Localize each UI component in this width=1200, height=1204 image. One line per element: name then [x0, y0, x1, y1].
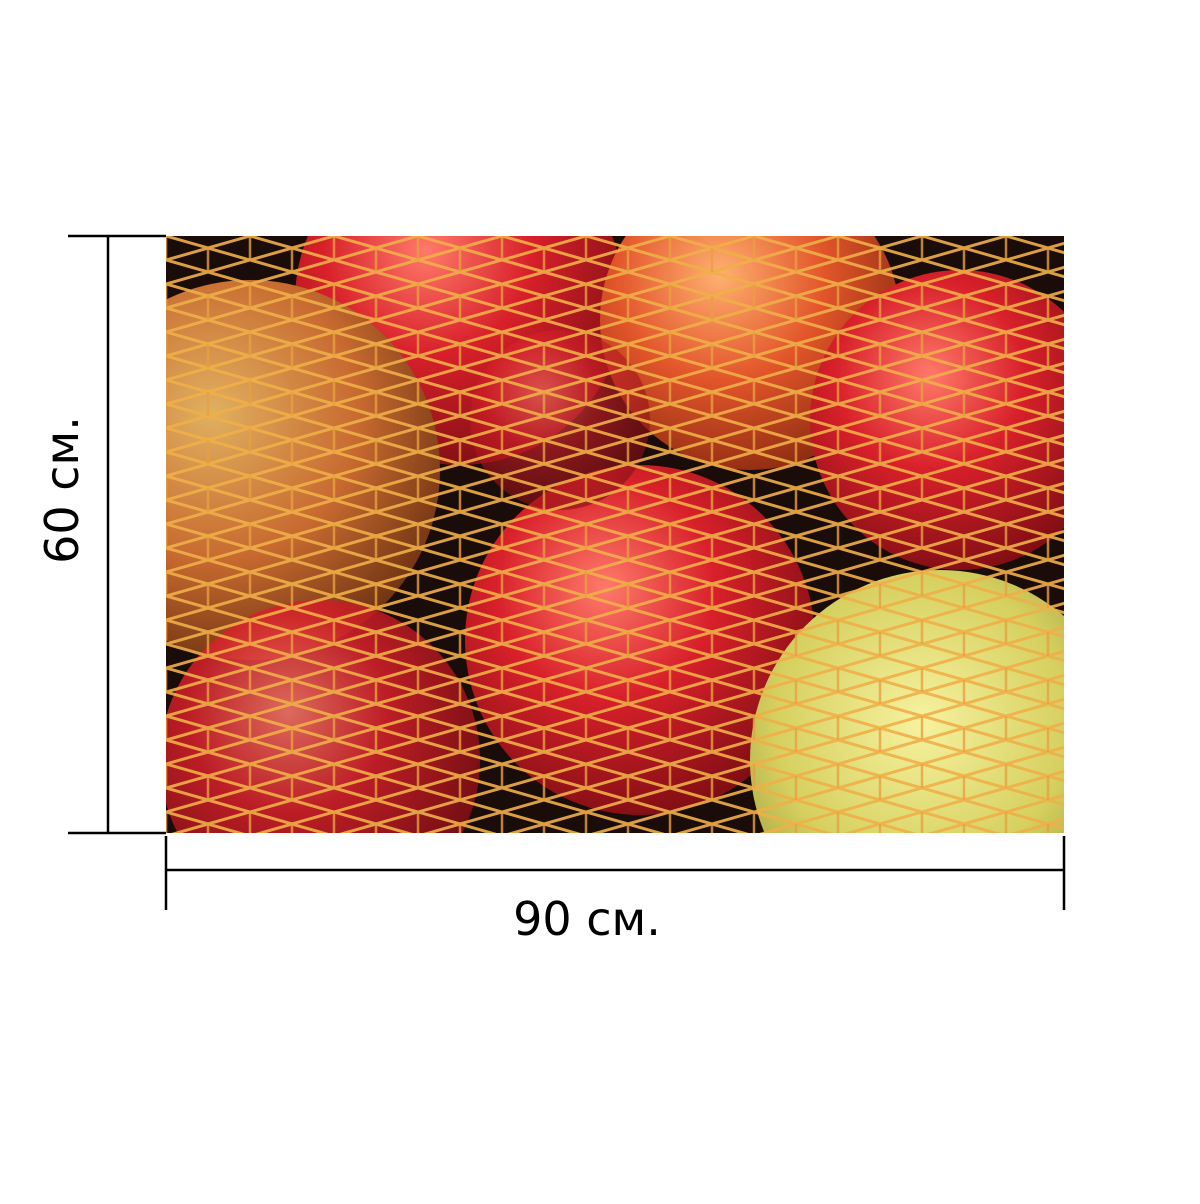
height-label: 60 см. [35, 416, 89, 564]
width-label: 90 см. [513, 892, 661, 946]
dimension-lines [68, 234, 1066, 910]
photo [166, 236, 1064, 833]
